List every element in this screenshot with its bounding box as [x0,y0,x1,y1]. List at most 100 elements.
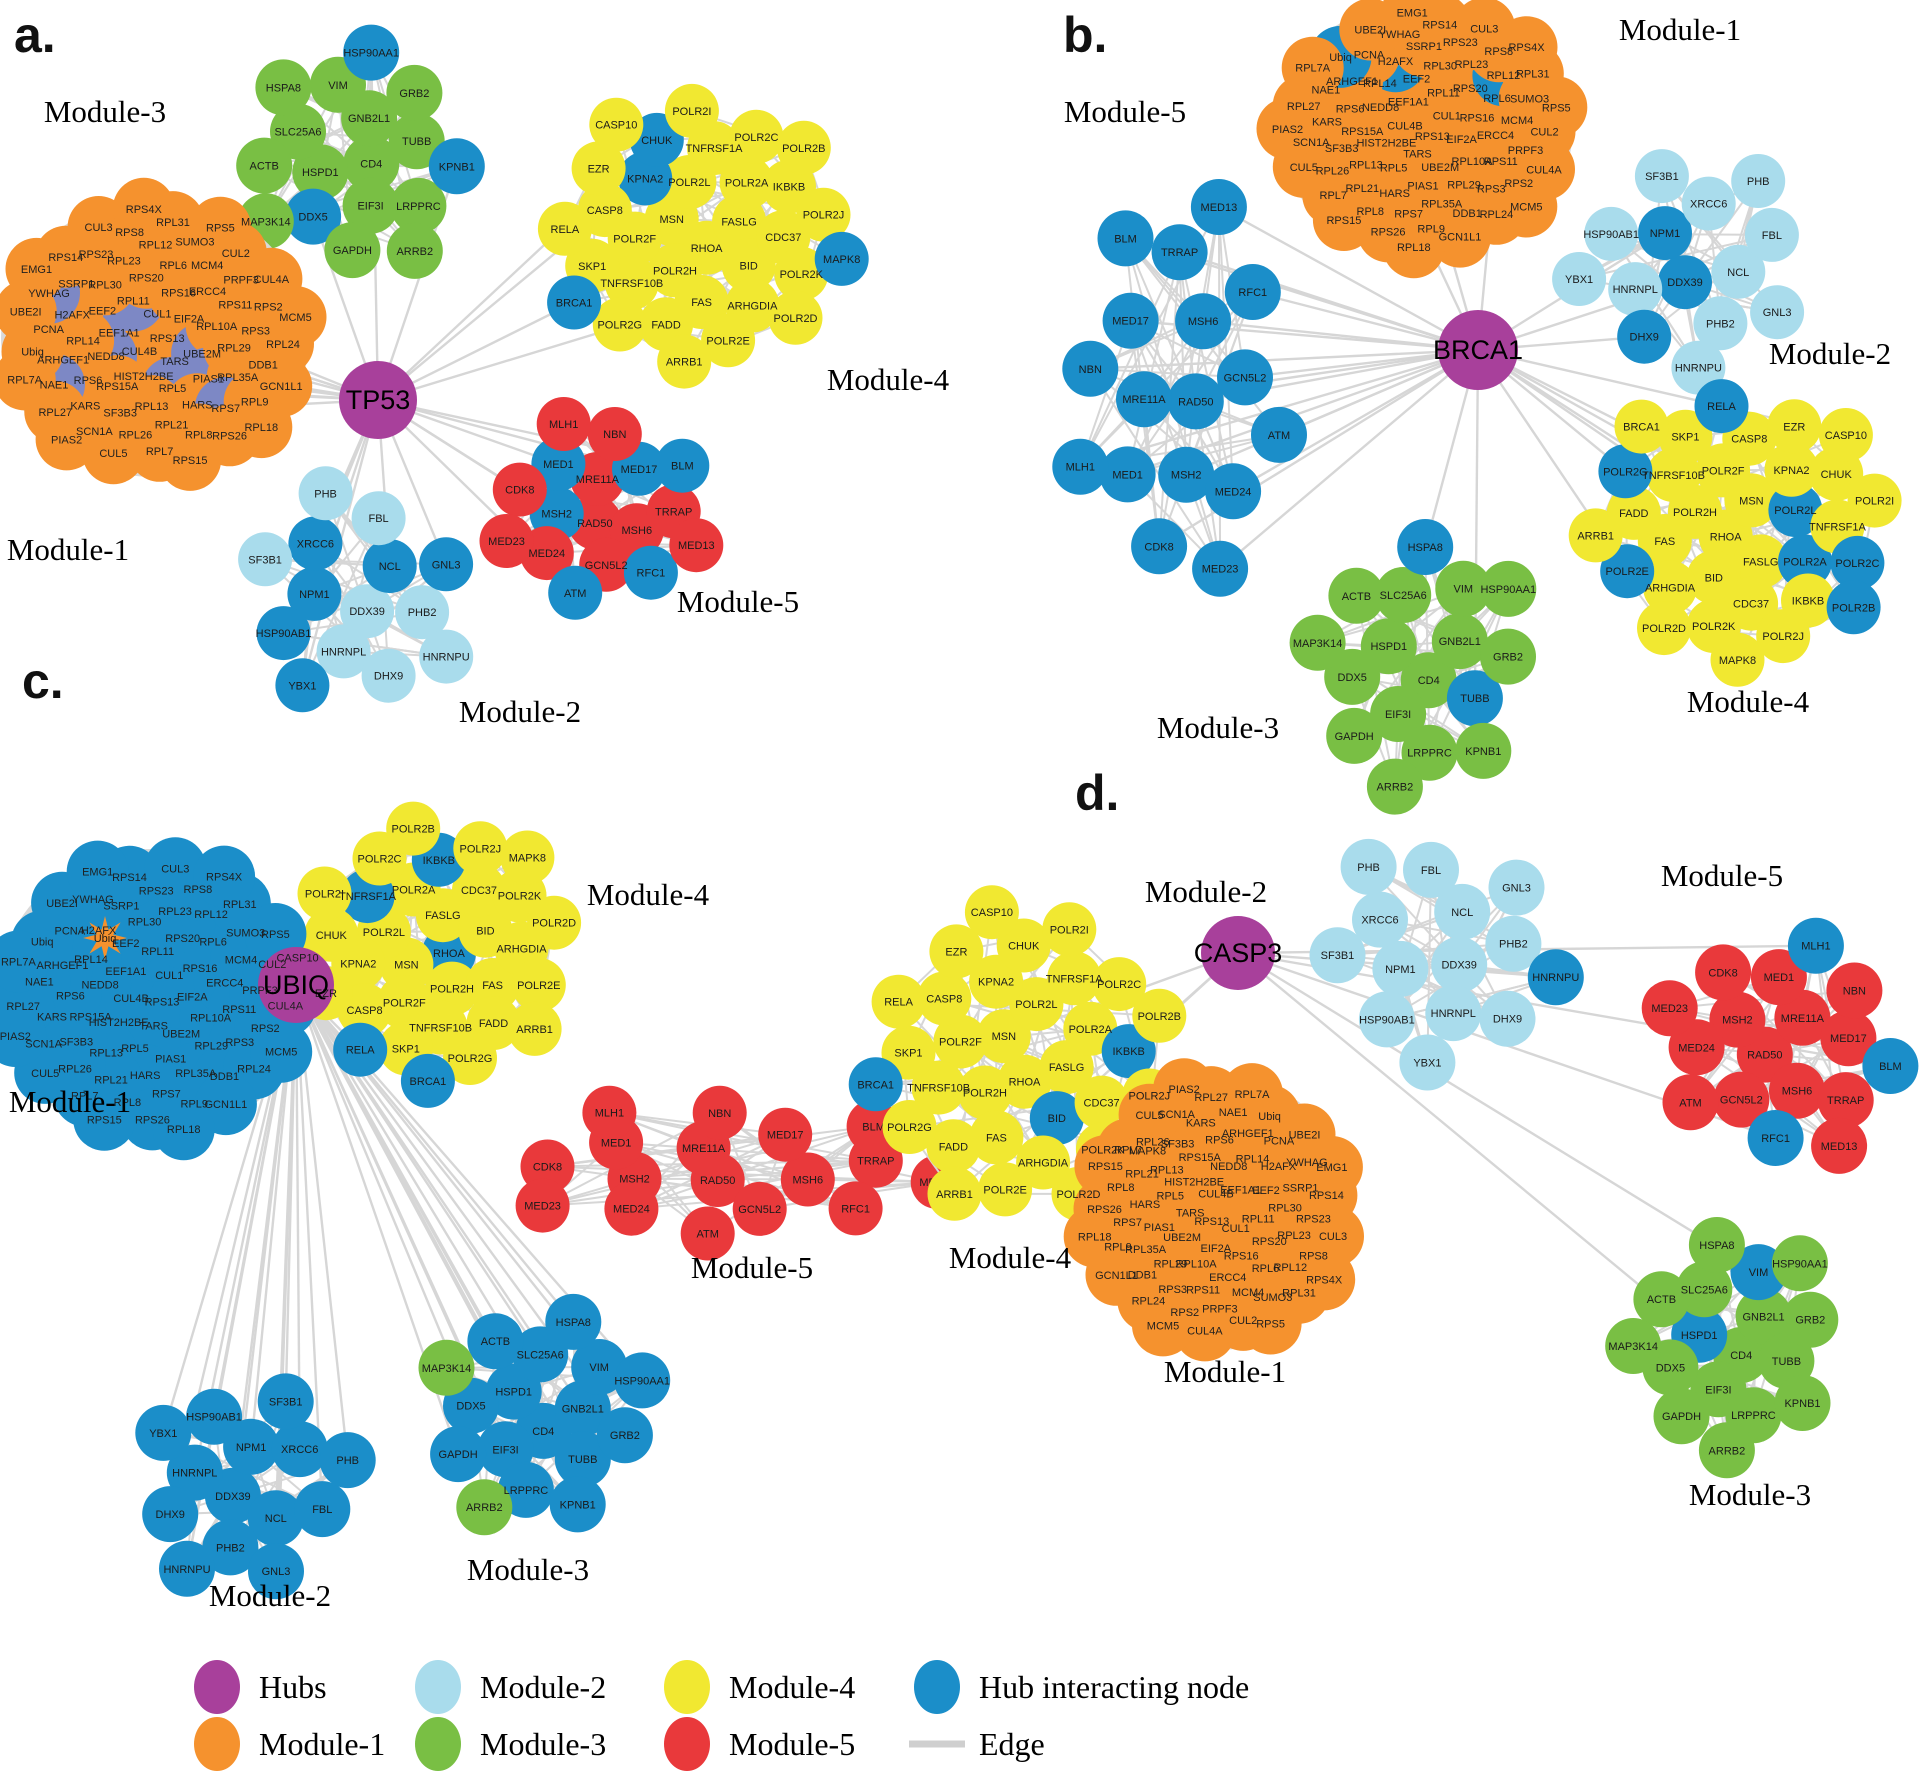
node-label-MSH6: MSH6 [622,525,653,537]
node-label-TRRAP: TRRAP [1827,1095,1864,1107]
node-POLR2A [1778,534,1832,589]
node-label-RPL21: RPL21 [1345,183,1379,195]
node-label-SF3B1: SF3B1 [248,554,282,566]
node-label-IKBKB: IKBKB [1792,596,1824,608]
node-label-HNRNPU: HNRNPU [163,1564,210,1576]
node-label-RPL24: RPL24 [266,339,300,351]
node-RPS4X [112,177,175,240]
node-label-GRB2: GRB2 [610,1430,640,1442]
edge [1178,251,1235,492]
legend-swatch-hub-interacting-node [914,1660,960,1714]
node-POLR2E [701,313,756,368]
node-label-RPS20: RPS20 [165,933,200,945]
module-caption-d-Module-2: Module-2 [1145,874,1267,909]
node-label-RPS26: RPS26 [212,430,247,442]
node-ACTB [1328,567,1385,624]
node-label-MLH1: MLH1 [1801,941,1830,953]
node-label-RPL12: RPL12 [1487,70,1521,82]
node-label-NCL: NCL [1451,907,1473,919]
node-label-RPL14: RPL14 [1363,78,1397,90]
node-label-RPS11: RPS11 [1186,1284,1220,1296]
node-label-RPL5: RPL5 [121,1043,149,1055]
node-label-MSH2: MSH2 [541,509,572,521]
node-MRE11A [1116,371,1172,428]
node-label-PCNA: PCNA [55,926,86,938]
node-SF3B1 [1309,927,1366,984]
node-label-EIF3I: EIF3I [357,201,383,213]
node-label-MCM4: MCM4 [225,955,257,967]
node-label-SF3B1: SF3B1 [1321,950,1355,962]
node-label-CDC37: CDC37 [765,232,801,244]
node-label-PRPF3: PRPF3 [1508,145,1543,157]
panel-letter-a: a. [14,7,56,63]
node-label-RPS14: RPS14 [48,252,83,264]
node-label-RPL7A: RPL7A [7,374,43,386]
node-label-POLR2L: POLR2L [363,927,405,939]
node-VIM [1435,560,1492,617]
node-label-RAD50: RAD50 [1747,1050,1782,1062]
node-label-PHB2: PHB2 [408,607,437,619]
node-label-RPL9: RPL9 [1104,1242,1132,1254]
node-label-PHB: PHB [1747,176,1770,188]
node-DDX39 [340,584,395,639]
node-EZR [571,141,626,196]
node-label-UBE2M: UBE2M [183,348,221,360]
node-SLC25A6 [270,103,326,160]
hub-node-TP53 [339,361,417,439]
node-label-RPL26: RPL26 [1136,1136,1170,1148]
node-label-POLR2L: POLR2L [1015,999,1057,1011]
node-HSP90AB1 [1584,206,1639,261]
node-label-EEF2: EEF2 [112,938,140,950]
node-label-H2AFX: H2AFX [81,925,117,937]
node-EIF3I [1370,686,1427,742]
node-ARRB2 [1366,758,1423,815]
node-RELA [537,201,592,256]
node-label-GNB2L1: GNB2L1 [1742,1311,1784,1323]
node-label-POLR2E: POLR2E [1605,566,1648,578]
legend: Hubs Module-1 Module-2 Module-3 Module-4 Modu… [194,1660,1249,1771]
node-label-FAS: FAS [1654,536,1675,548]
node-BID [1029,1091,1084,1146]
node-label-IKBKB: IKBKB [1112,1046,1144,1058]
module-caption-a-Module-1: Module-1 [7,532,129,567]
node-label-RFC1: RFC1 [637,568,666,580]
node-CASP10 [1818,408,1873,462]
node-ACTB [236,137,293,194]
node-label-VIM: VIM [589,1362,609,1374]
node-label-TRRAP: TRRAP [857,1156,894,1168]
node-label-POLR2J: POLR2J [1129,1091,1171,1103]
node-label-POLR2D: POLR2D [1642,623,1686,635]
node-BRCA1 [848,1057,903,1112]
node-label-RPL30: RPL30 [128,917,162,929]
node-HNRNPU [1527,949,1584,1006]
node-label-MAP3K14: MAP3K14 [241,216,291,228]
node-POLR2B [1132,988,1187,1043]
node-label-RPS4X: RPS4X [1508,42,1545,54]
node-label-SCN1A: SCN1A [1293,137,1330,149]
node-label-CD4: CD4 [532,1426,554,1438]
labels-panel-a: CD4 HSPD1 GNB2L1 EIF3I SLC25A6 TUBB DDX5 VIM LRP… [7,7,950,729]
node-label-RPL8: RPL8 [1107,1182,1135,1194]
node-label-EZR: EZR [315,988,337,1000]
node-label-CHUK: CHUK [316,930,348,942]
node-label-RPL12: RPL12 [1273,1262,1307,1274]
node-label-RELA: RELA [1707,401,1736,413]
node-label-RPL12: RPL12 [194,909,228,921]
node-label-EMG1: EMG1 [21,264,52,276]
node-label-HIST2H2BE: HIST2H2BE [1164,1177,1224,1189]
node-MED24 [1205,463,1262,520]
node-label-CUL4B: CUL4B [113,993,148,1005]
node-label-POLR2D: POLR2D [532,918,576,930]
node-GCN5L2 [1713,1071,1770,1128]
node-POLR2D [527,895,582,950]
node-label-RPL7: RPL7 [1320,190,1348,202]
edge [301,517,380,686]
node-label-POLR2G: POLR2G [1603,466,1648,478]
node-label-GRB2: GRB2 [1795,1315,1825,1327]
node-HNRNPU [419,629,474,684]
node-label-POLR2A: POLR2A [1069,1024,1113,1036]
node-label-CUL1: CUL1 [155,970,183,982]
node-label-EIF3I: EIF3I [1705,1384,1731,1396]
node-label-RPL18: RPL18 [1078,1232,1112,1244]
